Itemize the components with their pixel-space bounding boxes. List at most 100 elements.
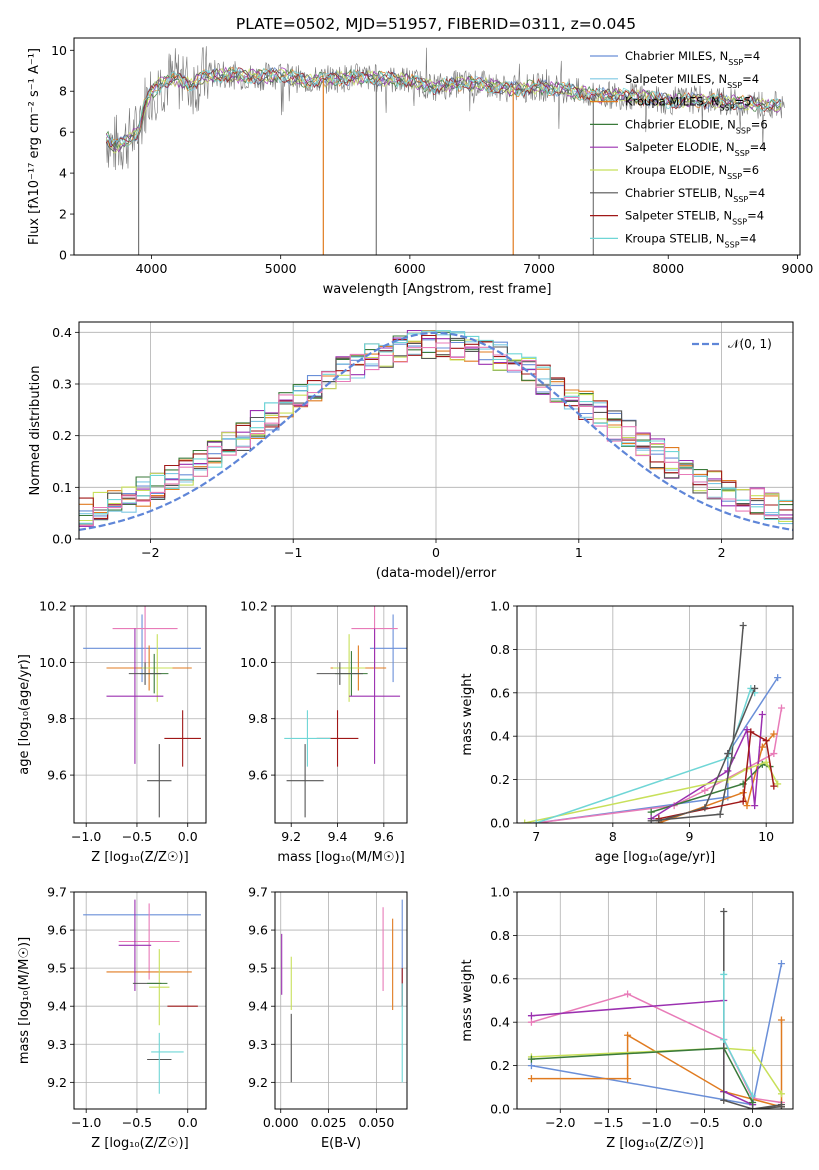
y-tick-label: 10.2 <box>39 599 67 614</box>
y-tick-label: 0.4 <box>52 325 72 340</box>
series-line-chabrier_elodie <box>531 1047 754 1103</box>
x-tick-label: −1.5 <box>593 1115 623 1130</box>
x-axis-label: mass [log₁₀(M/M☉)] <box>277 850 404 865</box>
x-tick-label: 9.6 <box>374 829 394 844</box>
series-marker <box>774 674 782 682</box>
x-tick-label: −2.0 <box>545 1115 575 1130</box>
y-tick-label: 0.1 <box>52 480 72 495</box>
y-tick-label: 10 <box>51 43 67 58</box>
x-tick-label: 8000 <box>652 261 684 276</box>
series-marker <box>521 819 529 823</box>
series-marker <box>720 970 728 978</box>
x-tick-label: 9000 <box>782 261 814 276</box>
x-tick-label: −1.0 <box>71 829 101 844</box>
y-tick-label: 9.2 <box>248 1075 268 1090</box>
y-tick-label: 9.5 <box>248 961 268 976</box>
x-tick-label: 9.4 <box>328 829 348 844</box>
axes-frame <box>73 891 207 1110</box>
y-tick-label: 9.8 <box>248 711 268 726</box>
y-tick-label: 9.7 <box>47 885 67 900</box>
legend-label: Salpeter STELIB, NSSP=4 <box>625 209 764 227</box>
plot-area <box>105 46 785 255</box>
histogram-kroupa_stelib <box>79 330 793 524</box>
y-tick-label: 0.3 <box>52 377 72 392</box>
plot-area <box>83 899 201 1094</box>
y-tick-label: 9.5 <box>47 961 67 976</box>
series-marker <box>739 622 747 630</box>
y-tick-label: 9.6 <box>47 768 67 783</box>
x-tick-label: 9 <box>686 829 694 844</box>
axes-frame <box>516 605 794 824</box>
model-line-kroupa_elodie <box>105 67 782 154</box>
series-marker <box>527 1018 535 1026</box>
x-tick-label: 0.000 <box>263 1115 299 1130</box>
legend-label: Kroupa STELIB, NSSP=4 <box>625 231 756 249</box>
model-line-kroupa_stelib <box>106 66 782 147</box>
x-tick-label: −1.0 <box>71 1115 101 1130</box>
axes-frame <box>516 891 794 1110</box>
panel-age_vs_Z: −1.0 −0.5 0.0 9.6 9.8 10.0 10.2 Z [log₁₀(Z/Z☉)]… <box>17 599 207 865</box>
y-tick-label: 9.6 <box>248 923 268 938</box>
legend-label: Kroupa MILES, NSSP=5 <box>625 95 751 113</box>
y-tick-label: 0.0 <box>490 1102 510 1117</box>
x-axis-label: E(B-V) <box>321 1136 361 1151</box>
plot-area <box>83 606 201 818</box>
series-marker <box>647 808 655 816</box>
y-tick-label: 0.0 <box>52 532 72 547</box>
legend-label: Kroupa ELODIE, NSSP=6 <box>625 163 759 181</box>
series-marker <box>777 1016 785 1024</box>
series-marker <box>655 817 663 823</box>
y-tick-label: 9.6 <box>47 923 67 938</box>
series-line-chabrier_stelib <box>651 625 744 822</box>
y-tick-label: 4 <box>59 166 67 181</box>
x-axis-label: Z [log₁₀(Z/Z☉)] <box>91 850 188 865</box>
series-marker <box>770 750 778 758</box>
series-marker <box>777 960 785 968</box>
model-line-salpeter_stelib <box>105 67 782 148</box>
x-tick-label: 0.025 <box>311 1115 347 1130</box>
y-tick-label: 0.2 <box>490 772 510 787</box>
series-line-kroupa_stelib <box>535 687 756 823</box>
y-axis-label: Normed distribution <box>28 366 43 496</box>
panel-weight_vs_age: 7 8 9 10 0.0 0.2 0.4 0.6 0.8 1.0 age [log₁₀(age/yr… <box>460 599 794 865</box>
series-marker <box>749 1105 757 1109</box>
y-axis-label: mass [log₁₀(M/M☉)] <box>17 937 32 1064</box>
plot-area <box>79 329 793 531</box>
y-tick-label: 2 <box>59 207 67 222</box>
panel-mass_vs_ebv: 0.000 0.025 0.050 9.2 9.3 9.4 9.5 9.6 9.7 E(B-V) <box>248 885 408 1151</box>
y-tick-label: 0.4 <box>490 1015 510 1030</box>
x-tick-label: 1 <box>575 545 583 560</box>
x-tick-label: 2 <box>718 545 726 560</box>
y-tick-label: 10.0 <box>39 655 67 670</box>
y-tick-label: 0 <box>59 248 67 263</box>
x-tick-label: 0.0 <box>178 1115 198 1130</box>
x-tick-label: 6000 <box>394 261 426 276</box>
series-marker <box>751 802 759 810</box>
panel-spectrum: 4000 5000 6000 7000 8000 9000 0 2 4 6 8 10 wavelengt… <box>27 37 814 297</box>
y-tick-label: 0.6 <box>490 971 510 986</box>
axes-frame <box>78 321 794 540</box>
y-tick-label: 1.0 <box>490 599 510 614</box>
panel-age_vs_mass: 9.2 9.4 9.6 9.6 9.8 10.0 10.2 mass [log₁₀(M/M☉)… <box>240 599 408 865</box>
y-axis-label: Flux [fλ10⁻¹⁷ erg cm⁻² s⁻¹ A⁻¹] <box>27 48 42 245</box>
normal-curve <box>79 331 793 531</box>
series-marker <box>720 1036 728 1044</box>
y-tick-label: 9.4 <box>47 999 67 1014</box>
legend-label: Salpeter MILES, NSSP=4 <box>625 72 759 90</box>
series-marker <box>720 1096 728 1104</box>
y-tick-label: 9.6 <box>248 768 268 783</box>
x-axis-label: Z [log₁₀(Z/Z☉)] <box>606 1136 703 1151</box>
y-tick-label: 6 <box>59 125 67 140</box>
series-marker <box>777 1103 785 1109</box>
y-tick-label: 1.0 <box>490 885 510 900</box>
spectrum-data-line <box>106 46 785 171</box>
series-marker <box>749 1092 757 1100</box>
panel-mass_vs_Z: −1.0 −0.5 0.0 9.2 9.3 9.4 9.5 9.6 9.7 Z [log₁₀(Z/… <box>17 885 207 1151</box>
figure-title: PLATE=0502, MJD=51957, FIBERID=0311, z=0… <box>236 15 636 33</box>
x-tick-label: 9.2 <box>281 829 301 844</box>
y-tick-label: 0.6 <box>490 685 510 700</box>
series-line-kroupa_stelib <box>723 974 754 1097</box>
plot-area <box>281 899 403 1083</box>
legend-label: Chabrier ELODIE, NSSP=6 <box>625 117 768 135</box>
histogram-pink <box>79 342 793 527</box>
